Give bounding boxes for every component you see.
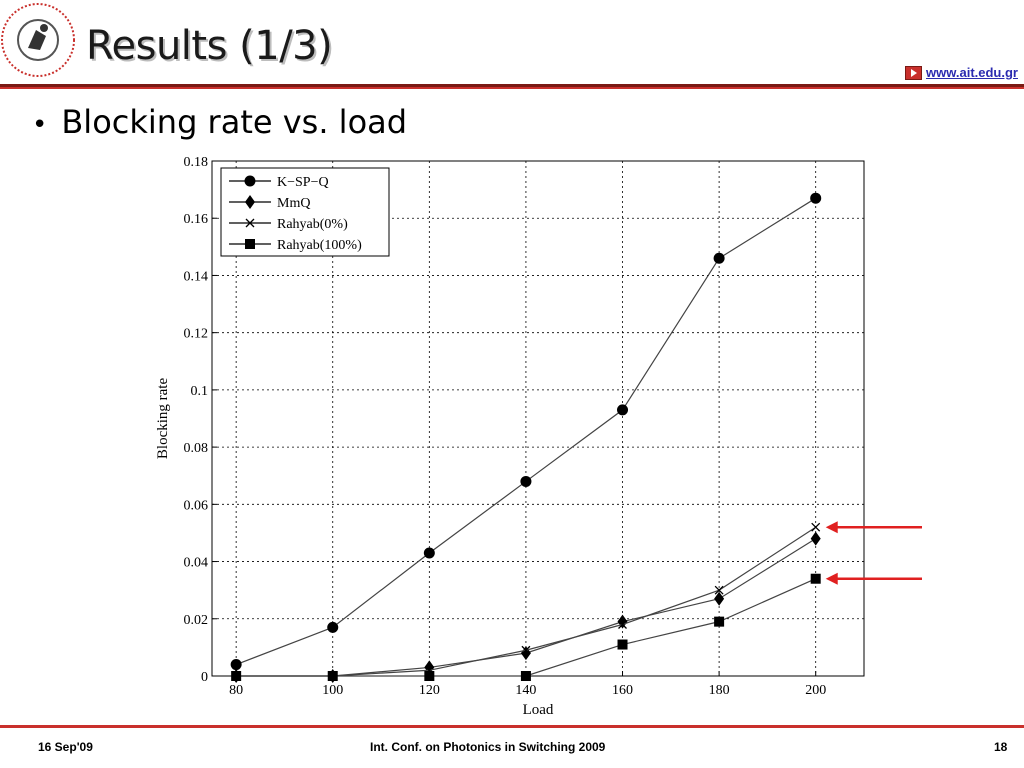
- website-link[interactable]: www.ait.edu.gr: [905, 65, 1018, 80]
- data-point-series-3: [424, 671, 435, 681]
- bullet-item: • Blocking rate vs. load: [32, 103, 407, 147]
- header-divider-accent: [0, 87, 1024, 89]
- y-tick-label: 0.06: [184, 498, 209, 513]
- data-point-series-3: [810, 573, 821, 584]
- data-point-series-3: [520, 671, 531, 681]
- footer-page-number: 18: [994, 740, 1008, 754]
- y-tick-label: 0.16: [184, 212, 209, 227]
- data-point-series-1: [810, 531, 821, 546]
- data-point-series-0: [230, 659, 242, 671]
- data-point-series-0: [520, 475, 532, 487]
- data-point-series-1: [714, 591, 725, 606]
- annotation-arrow-head: [825, 521, 838, 534]
- plot-area: [211, 160, 865, 677]
- y-tick-label: 0.08: [184, 441, 209, 456]
- x-tick-label: 180: [709, 683, 730, 698]
- legend-marker: [244, 175, 256, 187]
- y-tick-label: 0.14: [184, 269, 209, 284]
- ait-logo: [1, 3, 75, 77]
- annotation-arrow-head: [825, 572, 838, 585]
- y-tick-label: 0.1: [191, 384, 209, 399]
- x-tick-label: 120: [419, 683, 440, 698]
- data-point-series-2: [618, 620, 627, 629]
- y-tick-label: 0: [201, 670, 208, 685]
- y-tick-label: 0.12: [184, 327, 209, 342]
- data-point-series-3: [327, 671, 338, 681]
- bullet-text: Blocking rate vs. load: [61, 103, 408, 141]
- x-tick-label: 200: [805, 683, 826, 698]
- play-icon: [905, 65, 923, 80]
- x-tick-label: 160: [612, 683, 633, 698]
- legend-label: Rahyab(100%): [277, 238, 362, 253]
- legend-label: K−SP−Q: [277, 175, 329, 190]
- data-point-series-2: [521, 645, 531, 655]
- bullet-icon: •: [32, 110, 48, 140]
- data-point-series-0: [810, 192, 822, 204]
- footer-divider: [0, 725, 1024, 728]
- data-point-series-2: [811, 522, 821, 532]
- legend-marker: [245, 218, 255, 228]
- data-point-series-3: [617, 639, 628, 650]
- legend-marker: [245, 195, 255, 209]
- y-tick-label: 0.18: [184, 155, 209, 170]
- data-point-series-3: [231, 671, 242, 681]
- website-link-label: www.ait.edu.gr: [926, 65, 1018, 80]
- data-point-series-0: [423, 547, 435, 559]
- footer-conference: Int. Conf. on Photonics in Switching 200…: [370, 740, 606, 754]
- y-tick-label: 0.04: [184, 556, 209, 571]
- slide-title: Results (1/3): [86, 23, 333, 69]
- y-tick-label: 0.02: [184, 613, 209, 628]
- data-point-series-3: [714, 616, 725, 627]
- x-axis-label: Load: [523, 702, 554, 718]
- legend-label: Rahyab(0%): [277, 217, 348, 232]
- data-point-series-0: [327, 621, 339, 633]
- y-axis-label: Blocking rate: [155, 378, 171, 460]
- footer-date: 16 Sep'09: [38, 740, 93, 754]
- data-point-series-0: [713, 252, 725, 264]
- x-tick-label: 80: [229, 683, 243, 698]
- legend-marker: [245, 239, 255, 249]
- x-tick-label: 100: [322, 683, 343, 698]
- data-point-series-0: [617, 404, 629, 416]
- x-tick-label: 140: [515, 683, 536, 698]
- data-point-series-2: [714, 585, 724, 595]
- legend-label: MmQ: [277, 196, 310, 211]
- header-divider: [0, 84, 1024, 87]
